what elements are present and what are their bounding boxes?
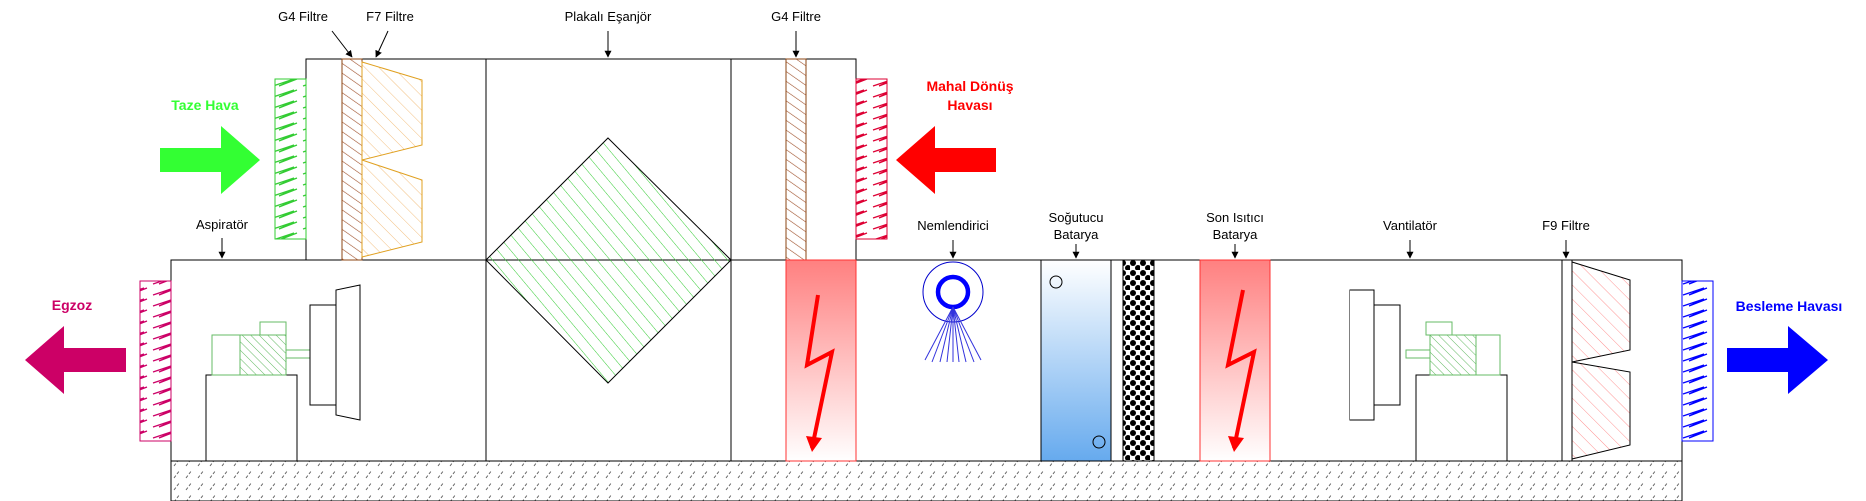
base-foundation [170, 460, 1683, 501]
label-return-air-1: Mahal Dönüş [926, 78, 1013, 94]
label-cooler-1: Soğutucu [1049, 210, 1104, 225]
supply-air-arrow-icon [1727, 326, 1828, 394]
return-air-grille [855, 78, 888, 240]
label-f9-filter: F9 Filtre [1542, 218, 1590, 233]
label-aspirator: Aspiratör [196, 217, 249, 232]
lightning-icon [1225, 289, 1257, 449]
label-g4-filter-left: G4 Filtre [278, 9, 328, 24]
supply-fan [1349, 289, 1508, 462]
label-cooler-2: Batarya [1054, 227, 1100, 242]
g4-filter-left [341, 58, 363, 261]
label-g4-filter-right: G4 Filtre [771, 9, 821, 24]
f9-bag-filter [1561, 259, 1631, 462]
aspirator-fan [205, 284, 361, 462]
lightning-icon [804, 294, 835, 449]
pre-heater-coil [785, 259, 857, 462]
fresh-air-arrow-icon [160, 126, 260, 194]
exhaust-grille [139, 280, 172, 442]
label-plate-exchanger: Plakalı Eşanjör [565, 9, 652, 24]
label-exhaust: Egzoz [52, 297, 92, 313]
label-reheater-1: Son Isıtıcı [1206, 210, 1264, 225]
motor-icon [239, 334, 287, 376]
g4-filter-right [785, 58, 807, 261]
motor-icon [1429, 334, 1477, 376]
supply-grille [1681, 280, 1714, 442]
exhaust-arrow-icon [25, 326, 126, 394]
cooling-coil [1040, 259, 1112, 462]
plate-exchanger [485, 137, 732, 384]
label-reheater-2: Batarya [1213, 227, 1259, 242]
droplet-eliminator [1110, 259, 1155, 462]
humidifier [922, 261, 984, 363]
label-pointers [218, 30, 1570, 259]
f7-bag-filter [361, 61, 423, 258]
label-supply-air: Besleme Havası [1736, 298, 1843, 314]
label-fresh-air: Taze Hava [171, 97, 239, 113]
label-f7-filter: F7 Filtre [366, 9, 414, 24]
reheater-coil [1199, 259, 1271, 462]
label-fan: Vantilatör [1383, 218, 1438, 233]
spray-nozzle-icon [924, 306, 982, 363]
fresh-air-intake-grille [274, 78, 307, 240]
label-humidifier: Nemlendirici [917, 218, 989, 233]
return-air-arrow-icon [896, 126, 996, 194]
label-return-air-2: Havası [947, 97, 992, 113]
